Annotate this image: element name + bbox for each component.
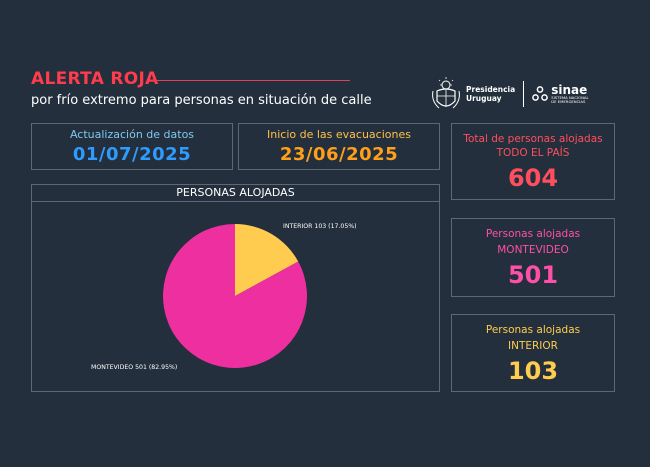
total-stat-label: Total de personas alojadas [463, 133, 603, 145]
sinae-logo-icon [532, 86, 549, 101]
update-date-value: 01/07/2025 [72, 144, 192, 165]
pie-label-interior: INTERIOR 103 (17.05%) [283, 223, 357, 230]
evacuation-start-card: Inicio de las evacuaciones 23/06/2025 [238, 123, 440, 170]
pie-label-montevideo: MONTEVIDEO 501 (82.95%) [91, 364, 177, 371]
montevideo-stat-value: 501 [507, 261, 559, 289]
update-date-card: Actualización de datos 01/07/2025 [31, 123, 233, 170]
interior-stat-scope: INTERIOR [508, 340, 558, 352]
total-stat-value: 604 [507, 164, 559, 192]
alert-subtitle: por frío extremo para personas en situac… [31, 93, 372, 108]
update-date-label: Actualización de datos [69, 128, 195, 141]
pie-slice-interior [235, 224, 299, 296]
pie-chart: INTERIOR 103 (17.05%) MONTEVIDEO 501 (82… [91, 223, 357, 371]
interior-stat-card: Personas alojadas INTERIOR 103 [451, 314, 615, 392]
alert-title: ALERTA ROJA [31, 69, 159, 89]
montevideo-stat-label: Personas alojadas [485, 228, 581, 240]
sinae-logo-text: sinae SISTEMA NACIONAL DE EMERGENCIAS [551, 82, 589, 104]
title-divider [153, 80, 350, 81]
total-stat-card: Total de personas alojadas TODO EL PAÍS … [451, 123, 615, 200]
uruguay-seal-icon [432, 77, 460, 109]
total-stat-scope: TODO EL PAÍS [496, 147, 570, 159]
montevideo-stat-card: Personas alojadas MONTEVIDEO 501 [451, 218, 615, 297]
logos-bar: Presidencia Uruguay sinae SISTEMA NACION… [430, 76, 600, 112]
pie-slice-montevideo [162, 224, 307, 368]
evacuation-start-value: 23/06/2025 [279, 144, 399, 165]
interior-stat-label: Personas alojadas [485, 324, 581, 336]
interior-stat-value: 103 [507, 357, 559, 385]
montevideo-stat-scope: MONTEVIDEO [497, 244, 569, 256]
chart-title: PERSONAS ALOJADAS [31, 184, 440, 202]
logo-divider [523, 81, 525, 107]
evacuation-start-label: Inicio de las evacuaciones [267, 128, 411, 141]
presidencia-logo-text: Presidencia Uruguay [466, 85, 516, 103]
chart-panel [31, 184, 440, 392]
